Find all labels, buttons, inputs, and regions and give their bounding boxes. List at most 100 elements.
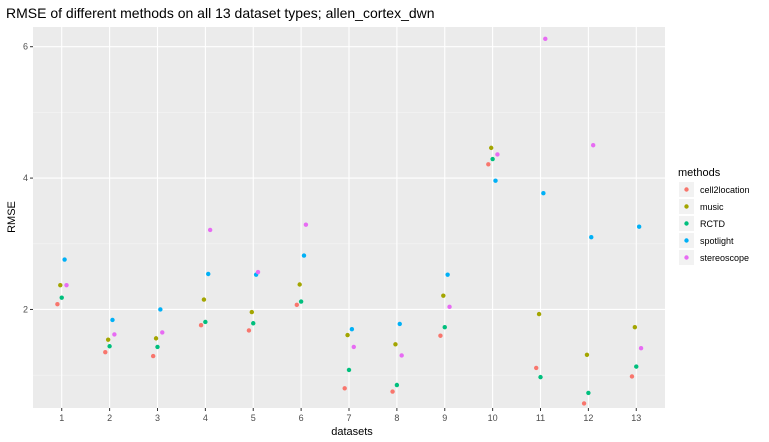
legend-marker [684,238,689,243]
data-point-stereoscope [303,222,309,227]
data-point-stereoscope [207,227,213,233]
data-point-spotlight [206,271,211,277]
x-tick-label: 7 [346,413,351,423]
data-point-stereoscope [495,152,500,157]
data-point-rctd [155,344,160,350]
data-point-spotlight [62,257,67,262]
data-point-spotlight [636,224,642,229]
legend-marker [684,204,689,209]
data-point-rctd [107,344,112,349]
data-point-cell2location [390,389,395,394]
data-point-music [58,282,63,288]
x-tick-label: 12 [583,413,593,423]
data-point-stereoscope [590,143,596,148]
data-point-rctd [394,382,400,388]
data-point-music [201,297,207,302]
x-tick-label: 9 [442,413,447,423]
data-point-music [632,325,638,330]
x-tick-label: 1 [59,413,64,423]
legend-title: methods [678,167,721,179]
data-point-music [489,145,494,151]
data-point-rctd [490,156,495,162]
data-point-cell2location [198,323,204,328]
data-point-rctd [634,364,639,369]
data-points [55,36,644,406]
data-point-cell2location [534,365,539,371]
y-tick-label: 6 [23,42,28,52]
data-point-cell2location [246,328,252,333]
data-point-music [345,332,350,338]
data-point-rctd [442,325,447,330]
data-point-stereoscope [351,344,356,350]
data-point-music [584,352,590,357]
legend-marker [684,187,689,192]
data-point-spotlight [493,178,498,183]
y-tick-label: 4 [23,173,28,183]
data-point-rctd [59,295,64,300]
data-point-cell2location [629,374,635,379]
data-point-stereoscope [447,304,452,310]
data-point-rctd [346,367,352,373]
data-point-music [393,342,398,347]
legend-label: RCTD [700,219,725,229]
data-point-cell2location [438,333,443,338]
data-point-spotlight [445,272,450,277]
x-tick-label: 13 [631,413,641,423]
data-point-rctd [251,321,256,326]
data-point-rctd [586,390,591,396]
y-axis-title: RMSE [6,201,18,233]
data-point-stereoscope [160,330,165,335]
data-point-rctd [538,374,543,380]
x-tick-label: 3 [155,413,160,423]
data-point-rctd [298,299,304,304]
data-point-cell2location [581,401,587,406]
data-point-spotlight [301,253,307,258]
data-point-spotlight [349,326,355,332]
x-tick-label: 11 [536,413,545,423]
x-axis-title: datasets [331,426,373,438]
x-tick-label: 4 [203,413,208,423]
legend: methods cell2location music RCTD spotlight s… [678,167,750,265]
legend-label: cell2location [700,185,750,195]
data-point-spotlight [541,190,546,196]
chart-title: RMSE of different methods on all 13 data… [6,5,435,21]
grid-lines [33,27,665,408]
data-point-spotlight [589,235,594,240]
data-point-stereoscope [255,269,261,275]
data-point-music [536,311,542,317]
data-point-music [249,309,255,315]
x-tick-label: 10 [488,413,498,423]
data-point-cell2location [294,302,300,308]
legend-marker [684,255,689,260]
data-point-stereoscope [638,346,644,351]
data-point-music [297,282,302,287]
data-point-stereoscope [543,36,548,42]
legend-marker [684,221,689,226]
y-axis-ticks: 2 4 6 [23,42,33,314]
x-tick-label: 8 [394,413,399,423]
data-point-cell2location [486,162,491,167]
legend-label: stereoscope [700,253,749,263]
legend-label: spotlight [700,236,734,246]
y-tick-label: 2 [23,304,28,314]
data-point-music [153,336,159,341]
data-point-cell2location [103,349,108,355]
legend-label: music [700,202,724,212]
data-point-spotlight [397,321,402,327]
x-axis-ticks: 1 2 3 4 5 6 7 8 9 10 11 12 13 [59,408,641,423]
data-point-cell2location [342,386,347,391]
x-tick-label: 6 [299,413,304,423]
data-point-music [105,337,111,342]
x-tick-label: 5 [251,413,256,423]
data-point-stereoscope [64,282,69,288]
data-point-cell2location [150,353,156,359]
data-point-rctd [203,319,208,325]
data-point-music [441,293,446,298]
data-point-spotlight [158,307,163,312]
data-point-stereoscope [399,353,404,358]
data-point-cell2location [55,302,60,307]
x-tick-label: 2 [107,413,112,423]
data-point-stereoscope [112,332,117,337]
data-point-spotlight [110,317,115,323]
